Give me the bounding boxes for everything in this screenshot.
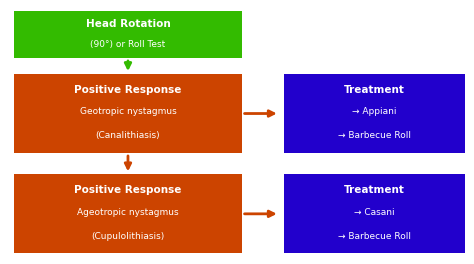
- Text: (Cupulolithiasis): (Cupulolithiasis): [91, 232, 164, 241]
- Text: Positive Response: Positive Response: [74, 185, 182, 195]
- Text: → Casani: → Casani: [354, 208, 395, 217]
- Text: Positive Response: Positive Response: [74, 85, 182, 95]
- Text: Treatment: Treatment: [344, 85, 405, 95]
- Text: Ageotropic nystagmus: Ageotropic nystagmus: [77, 208, 179, 217]
- Text: (90°) or Roll Test: (90°) or Roll Test: [91, 40, 165, 49]
- Text: → Barbecue Roll: → Barbecue Roll: [338, 131, 411, 140]
- Text: → Barbecue Roll: → Barbecue Roll: [338, 232, 411, 241]
- Text: → Appiani: → Appiani: [352, 107, 397, 116]
- Text: Head Rotation: Head Rotation: [86, 19, 170, 29]
- FancyBboxPatch shape: [14, 174, 242, 253]
- FancyBboxPatch shape: [284, 74, 465, 153]
- FancyBboxPatch shape: [14, 74, 242, 153]
- FancyBboxPatch shape: [284, 174, 465, 253]
- Text: Treatment: Treatment: [344, 185, 405, 195]
- FancyBboxPatch shape: [14, 11, 242, 58]
- Text: (Canalithiasis): (Canalithiasis): [96, 131, 160, 140]
- Text: Geotropic nystagmus: Geotropic nystagmus: [80, 107, 176, 116]
